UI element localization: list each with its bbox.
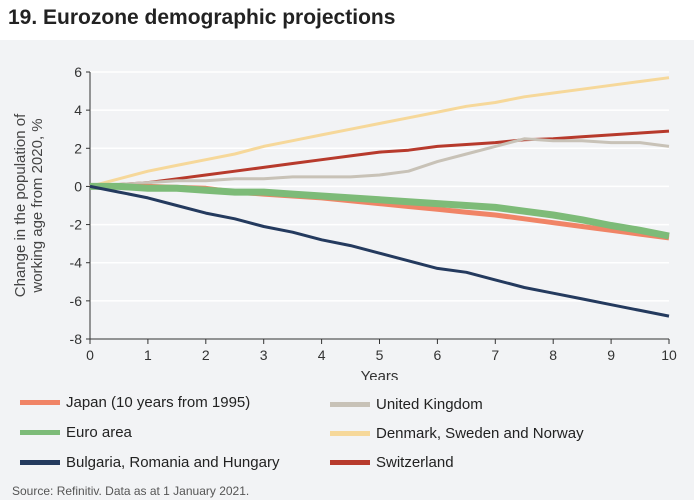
legend-item: Euro area xyxy=(20,424,132,441)
x-tick-label: 5 xyxy=(376,347,384,363)
y-tick-label: 6 xyxy=(74,64,82,80)
y-tick-label: 0 xyxy=(74,178,82,194)
series-line-denmark-sweden-and-norway xyxy=(89,76,670,188)
legend-label: Euro area xyxy=(66,424,132,441)
legend-item: Denmark, Sweden and Norway xyxy=(330,425,584,442)
x-tick-label: 7 xyxy=(491,347,499,363)
y-tick-label: 2 xyxy=(74,140,82,156)
legend-swatch xyxy=(330,431,370,436)
x-tick-label: 10 xyxy=(661,347,677,363)
legend-swatch xyxy=(330,460,370,465)
y-tick-label: 4 xyxy=(74,102,82,118)
legend-label: Japan (10 years from 1995) xyxy=(66,394,251,411)
legend-swatch xyxy=(330,402,370,407)
series-line-switzerland xyxy=(89,129,670,188)
title-bar: 19. Eurozone demographic projections xyxy=(0,0,694,40)
y-tick-label: -4 xyxy=(70,255,83,271)
series-line-euro-area xyxy=(90,182,670,240)
legend-item: United Kingdom xyxy=(330,396,483,413)
y-tick-label: -2 xyxy=(70,217,83,233)
x-tick-label: 2 xyxy=(202,347,210,363)
legend-label: Denmark, Sweden and Norway xyxy=(376,425,584,442)
legend-item: Japan (10 years from 1995) xyxy=(20,394,250,411)
x-tick-label: 8 xyxy=(549,347,557,363)
series-line-united-kingdom xyxy=(89,137,670,188)
legend-label: United Kingdom xyxy=(376,396,483,413)
x-axis-label: Years xyxy=(361,368,399,380)
series-line-bulgaria-romania-and-hungary xyxy=(89,184,670,318)
legend-label: Bulgaria, Romania and Hungary xyxy=(66,454,280,471)
x-tick-label: 3 xyxy=(260,347,268,363)
legend-swatch xyxy=(20,430,60,435)
y-tick-label: -8 xyxy=(70,331,83,347)
y-tick-label: -6 xyxy=(70,293,83,309)
x-tick-label: 0 xyxy=(86,347,94,363)
y-axis-label: Change in the population ofworking age f… xyxy=(12,113,46,297)
legend-swatch xyxy=(20,460,60,465)
legend-swatch xyxy=(20,400,60,405)
x-tick-label: 6 xyxy=(434,347,442,363)
legend-label: Switzerland xyxy=(376,454,454,471)
legend-item: Switzerland xyxy=(330,454,454,471)
x-tick-label: 1 xyxy=(144,347,152,363)
source-note: Source: Refinitiv. Data as at 1 January … xyxy=(12,484,250,498)
chart-title: 19. Eurozone demographic projections xyxy=(8,6,396,29)
legend-item: Bulgaria, Romania and Hungary xyxy=(20,454,279,471)
x-tick-label: 9 xyxy=(607,347,615,363)
series-line-japan-10-years-from-1995- xyxy=(90,183,670,241)
x-tick-label: 4 xyxy=(318,347,326,363)
